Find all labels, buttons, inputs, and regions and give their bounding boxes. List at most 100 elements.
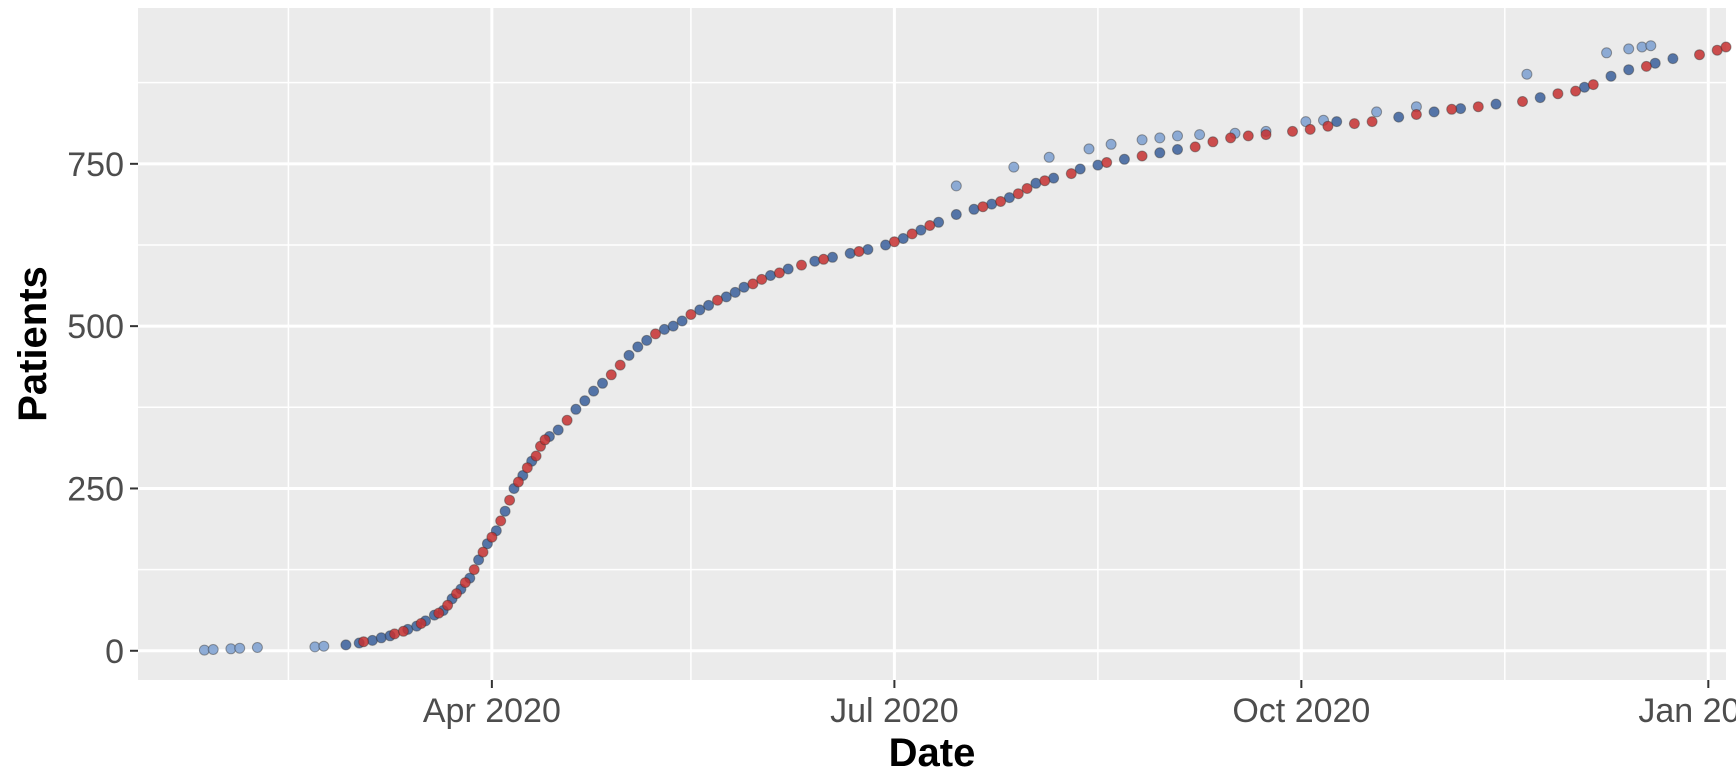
data-point [1605, 70, 1617, 82]
y-tick-label: 750 [67, 146, 124, 184]
data-point [1242, 130, 1254, 142]
data-point [1570, 85, 1582, 97]
data-point [1490, 98, 1502, 110]
x-tick-label: Jul 2020 [830, 692, 959, 730]
data-point [1154, 147, 1166, 159]
data-point [756, 273, 768, 285]
data-point [442, 599, 454, 611]
data-point [853, 246, 865, 257]
data-point [375, 632, 387, 644]
data-point [588, 385, 600, 397]
data-point [1065, 168, 1077, 180]
data-point [468, 564, 480, 576]
data-point [234, 642, 246, 654]
data-points [198, 40, 1732, 656]
data-point [1136, 150, 1148, 162]
data-point [950, 209, 962, 220]
data-point [827, 251, 838, 263]
data-point [703, 299, 715, 311]
x-axis-title: Date [889, 731, 976, 768]
gridlines [138, 8, 1726, 680]
data-point [694, 304, 706, 316]
data-point [1587, 79, 1599, 91]
data-point [1118, 153, 1130, 165]
data-point [915, 224, 927, 236]
data-point [906, 228, 918, 240]
data-point [1472, 101, 1484, 113]
data-point [1021, 183, 1033, 194]
axes: 0 250 500 750 Apr 2020 Jul 2020 Oct 2020 Jan 20… [67, 146, 1736, 730]
data-point [1623, 43, 1635, 55]
data-point [720, 291, 732, 303]
data-point [1521, 68, 1533, 80]
data-point [1393, 111, 1405, 123]
data-point [1194, 129, 1206, 141]
data-point [614, 359, 626, 371]
x-tick-label: Oct 2020 [1232, 692, 1370, 730]
data-point [950, 180, 962, 192]
data-point [796, 259, 807, 271]
data-point [747, 278, 759, 290]
data-point [1720, 41, 1732, 53]
data-point [1410, 109, 1422, 120]
data-point [880, 239, 892, 251]
data-point [358, 636, 370, 648]
x-tick-label: Jan 2021 [1638, 692, 1736, 730]
data-point [499, 505, 511, 517]
data-point [1534, 92, 1546, 104]
data-point [1640, 60, 1652, 72]
data-point [1012, 188, 1024, 200]
data-point [1189, 141, 1201, 153]
data-point [995, 196, 1007, 207]
data-point [397, 625, 409, 637]
data-point [1083, 143, 1095, 155]
x-tick-label: Apr 2020 [423, 692, 561, 730]
data-point [605, 369, 617, 381]
data-point [1428, 106, 1440, 118]
data-point [809, 255, 821, 267]
data-point [1552, 88, 1564, 100]
data-point [451, 588, 462, 600]
data-point [1008, 161, 1020, 173]
data-point [667, 320, 679, 332]
data-point [1331, 116, 1343, 128]
y-tick-label: 0 [105, 633, 124, 671]
data-point [433, 607, 445, 619]
data-point [712, 294, 723, 306]
data-point [477, 546, 489, 558]
data-point [632, 341, 644, 353]
data-point [579, 395, 591, 407]
data-point [650, 328, 661, 340]
data-point [1154, 132, 1166, 144]
data-point [530, 450, 542, 462]
data-point [773, 267, 785, 279]
data-point [459, 577, 471, 589]
data-point [1517, 96, 1528, 107]
data-point [782, 263, 794, 275]
data-point [685, 309, 697, 320]
data-point [207, 644, 219, 655]
data-point [561, 414, 573, 426]
data-point [521, 462, 533, 474]
y-axis-title: Patients [11, 266, 55, 422]
y-tick-label: 250 [67, 470, 124, 508]
data-point [318, 640, 330, 652]
data-point [924, 220, 936, 231]
data-point [1207, 136, 1219, 148]
data-point [1287, 125, 1298, 137]
data-point [1172, 130, 1183, 142]
data-point [1260, 129, 1272, 141]
data-point [1039, 175, 1051, 187]
data-point [1667, 53, 1679, 65]
data-point [512, 476, 524, 488]
data-point [504, 494, 516, 506]
data-point [251, 642, 263, 653]
data-point [1348, 118, 1360, 130]
data-point [1003, 192, 1015, 204]
data-point [340, 639, 352, 651]
data-point [1601, 47, 1613, 59]
data-point [818, 253, 830, 265]
data-point [1300, 116, 1312, 128]
